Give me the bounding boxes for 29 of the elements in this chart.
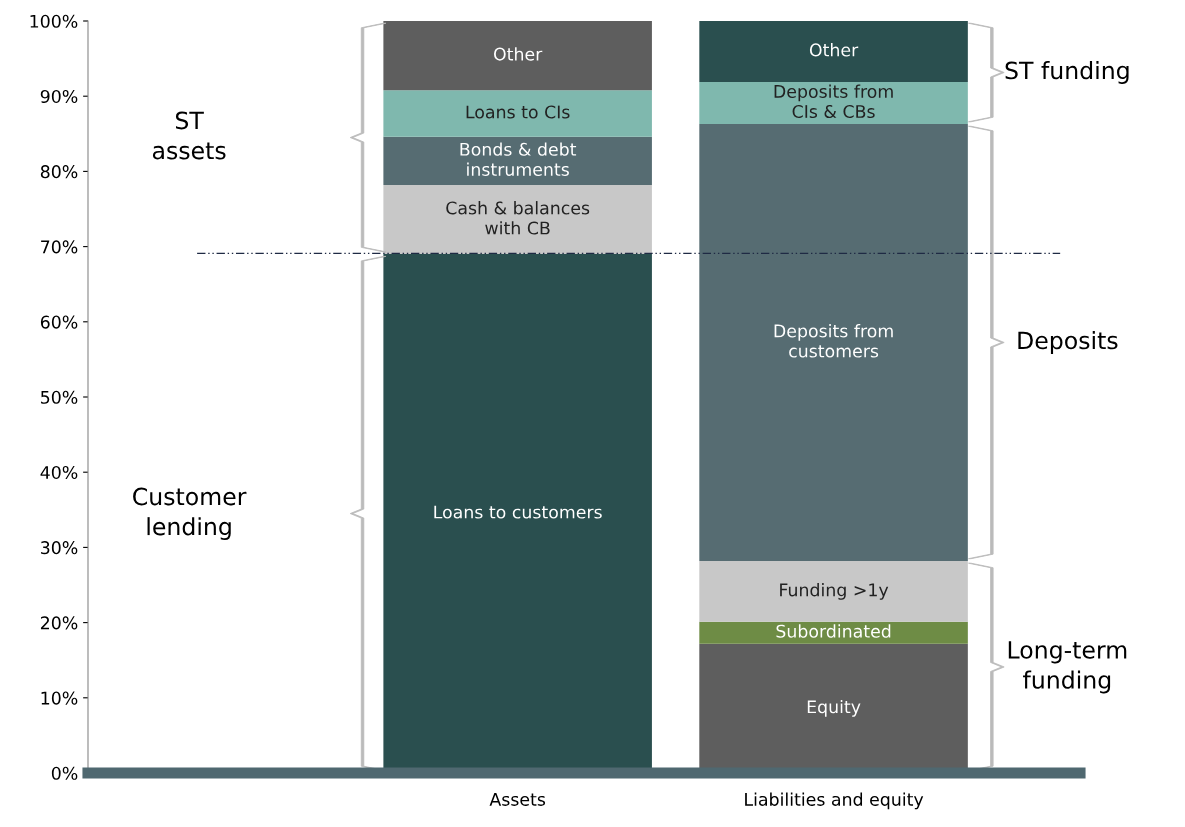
- annotation: ST funding: [1005, 61, 1129, 84]
- x-tick-label: Liabilities and equity: [745, 792, 924, 810]
- annotation: ST assets: [152, 111, 226, 160]
- series-label: Funding >1y: [780, 582, 889, 600]
- y-tick-label: 100%: [30, 14, 78, 28]
- y-tick-label: 40%: [40, 465, 78, 480]
- series-label: Cash & balances with CB: [446, 201, 590, 235]
- annotation: Deposits: [1018, 331, 1118, 354]
- series-label: Deposits from customers: [774, 324, 893, 358]
- x-tick-label: Assets: [489, 792, 546, 806]
- series-label: Loans to customers: [434, 505, 602, 519]
- annotation: Long-term funding: [1008, 641, 1127, 694]
- y-tick-label: 60%: [40, 315, 78, 329]
- series-label: Subordinated: [776, 624, 891, 638]
- y-tick-label: 10%: [41, 691, 78, 705]
- y-tick-label: 90%: [40, 89, 78, 104]
- series-label: Equity: [807, 699, 861, 717]
- y-tick-label: 80%: [40, 165, 78, 179]
- y-tick-label: 50%: [41, 390, 78, 404]
- y-tick-label: 20%: [40, 616, 78, 630]
- series-label: Other: [493, 47, 543, 61]
- y-tick-label: 0%: [51, 766, 78, 780]
- series-label: Other: [809, 43, 859, 57]
- y-tick-label: 70%: [41, 240, 78, 254]
- y-tick-label: 30%: [41, 541, 78, 555]
- annotation: Customer lending: [133, 487, 247, 540]
- series-label: Loans to CIs: [466, 105, 570, 119]
- series-label: Deposits from CIs & CBs: [774, 84, 893, 119]
- series-label: Bonds & debt instruments: [460, 142, 577, 176]
